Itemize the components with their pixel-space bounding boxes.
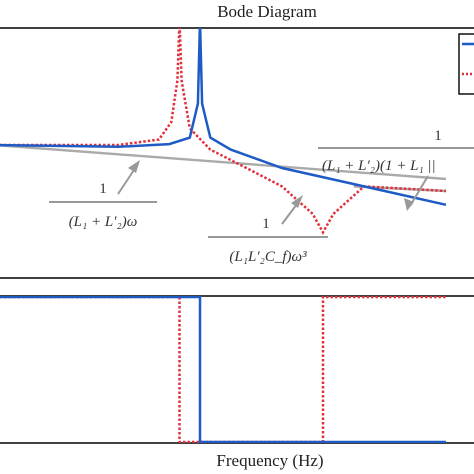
- phase-series-line-1: [0, 296, 446, 443]
- magnitude-axes-frame: [0, 27, 474, 279]
- phase-series-line-0: [0, 296, 446, 443]
- annotation-1-arrowhead: [128, 160, 140, 173]
- chart-title: Bode Diagram: [217, 2, 317, 21]
- phase-series-group: [0, 296, 446, 443]
- annotation-2-numerator: 1: [262, 216, 270, 232]
- legend: [458, 33, 474, 95]
- annotation-asymptote-low: 1 (L₁ + L′₂)ω: [49, 160, 157, 230]
- annotation-asymptote-high: 1 (L₁L′₂C_f)ω³: [208, 195, 328, 265]
- annotation-3-arrowhead: [404, 198, 414, 211]
- annotation-1-denominator: (L₁ + L′₂)ω: [69, 214, 138, 230]
- annotation-1-numerator: 1: [99, 181, 107, 197]
- annotation-2-arrowhead: [291, 195, 303, 208]
- magnitude-series-group: [0, 28, 447, 235]
- phase-axes-frame: [0, 295, 474, 444]
- annotation-2-denominator: (L₁L′₂C_f)ω³: [229, 249, 307, 265]
- annotation-3-numerator: 1: [434, 128, 442, 144]
- magnitude-series-line-0: [0, 144, 447, 181]
- annotation-3-arrow: [409, 175, 429, 207]
- x-axis-label: Frequency (Hz): [216, 451, 323, 470]
- magnitude-series-line-2: [0, 28, 447, 235]
- annotation-asymptote-tail: 1 (L₁ + L′₂)(1 + L₁ ||: [318, 128, 474, 211]
- annotation-3-denominator: (L₁ + L′₂)(1 + L₁ ||: [322, 158, 436, 174]
- magnitude-series-line-3: [0, 28, 447, 207]
